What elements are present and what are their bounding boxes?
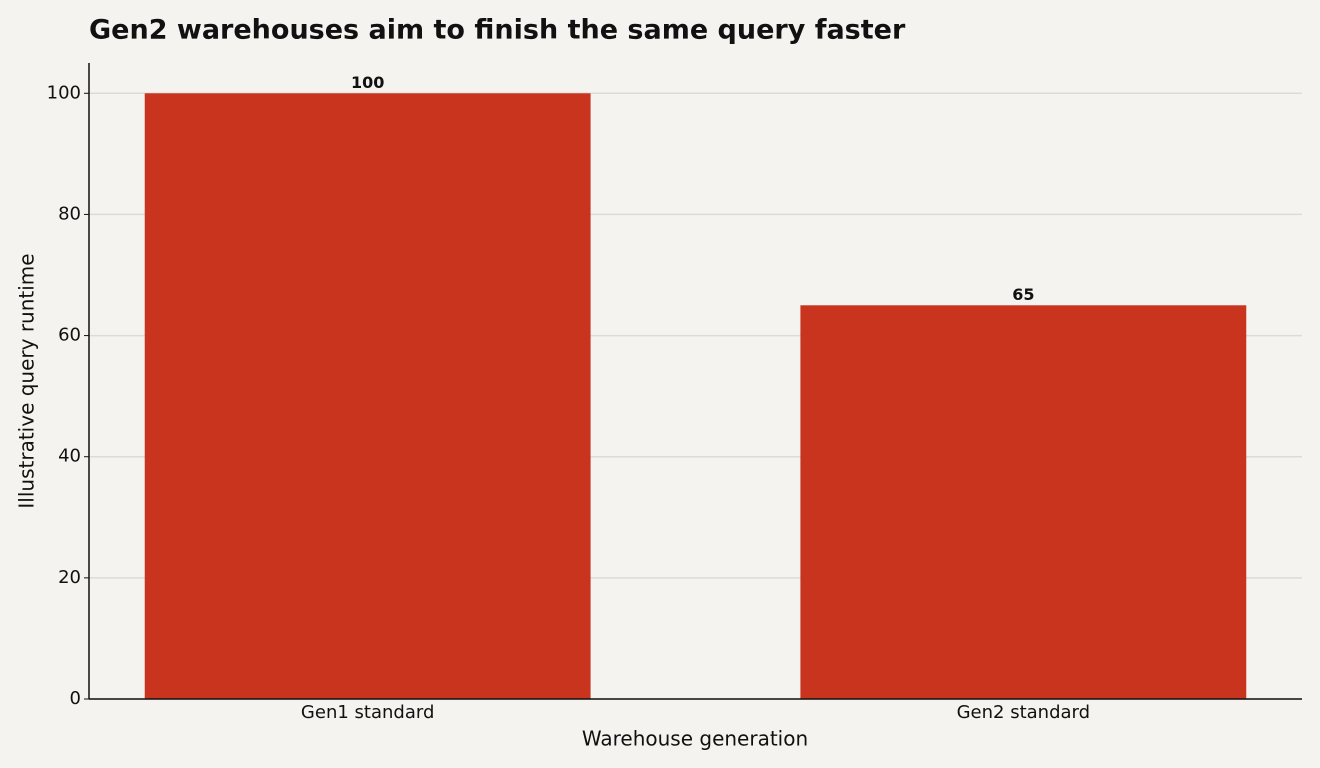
y-tick-label: 20 [58, 567, 81, 588]
bar [144, 93, 591, 700]
x-axis-label: Warehouse generation [582, 727, 808, 751]
bar [800, 305, 1247, 699]
y-tick-label: 40 [58, 446, 81, 467]
y-tick-label: 0 [70, 688, 81, 709]
x-tick-label: Gen2 standard [957, 702, 1090, 723]
value-label: 100 [351, 73, 384, 92]
y-axis-label: Illustrative query runtime [15, 253, 39, 508]
y-tick-label: 60 [58, 325, 81, 346]
value-label: 65 [1012, 285, 1034, 304]
x-tick-label: Gen1 standard [301, 702, 434, 723]
marks-layer: 100 65 [144, 73, 1247, 700]
y-tick-label: 100 [47, 82, 81, 103]
y-tick-label: 80 [58, 203, 81, 224]
chart-title: Gen2 warehouses aim to finish the same q… [89, 15, 906, 46]
